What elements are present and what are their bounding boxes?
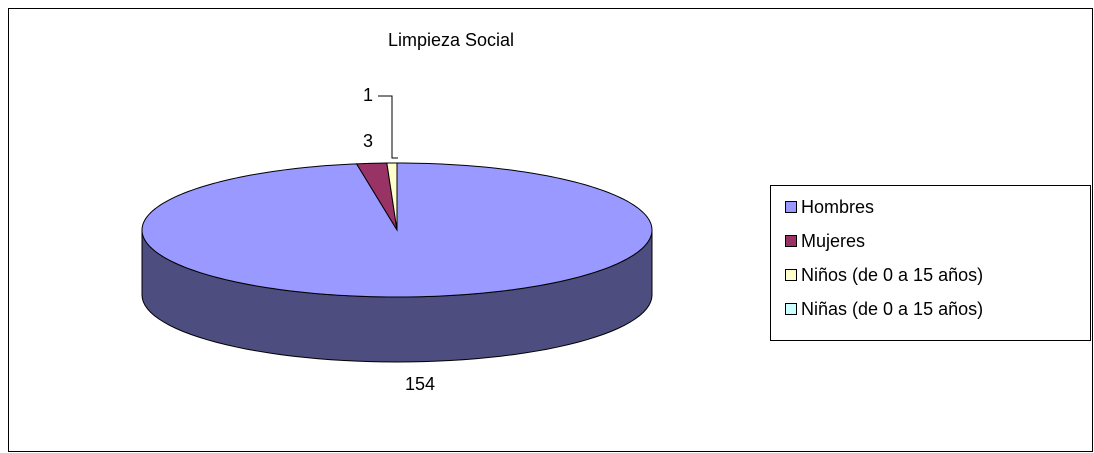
legend-swatch: [785, 303, 797, 315]
legend-swatch: [785, 235, 797, 247]
legend-label: Niños (de 0 a 15 años): [801, 265, 983, 285]
pie-slice: [386, 162, 398, 231]
legend-label: Hombres: [801, 197, 874, 217]
data-label: 3: [363, 131, 373, 151]
legend-swatch: [785, 269, 797, 281]
legend-label: Niñas (de 0 a 15 años): [801, 299, 983, 319]
legend: [770, 185, 1091, 341]
chart-title: Limpieza Social: [388, 30, 514, 50]
leader-line: [378, 95, 398, 159]
legend-label: Mujeres: [801, 231, 865, 251]
pie-slice: [355, 162, 398, 231]
data-label: 1: [363, 85, 373, 105]
data-label: 154: [405, 374, 435, 394]
legend-swatch: [785, 201, 797, 213]
